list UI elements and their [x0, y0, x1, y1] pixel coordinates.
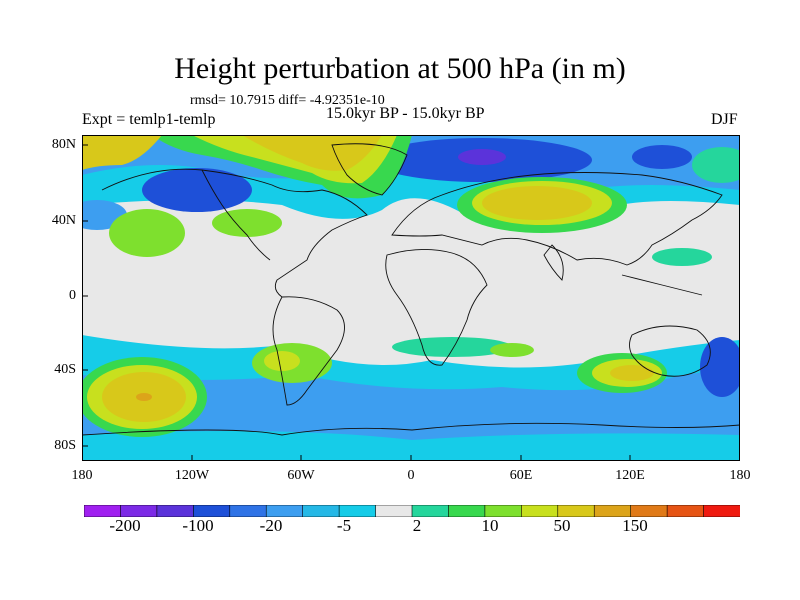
lat-label-0: 0: [69, 288, 76, 303]
colorbar-label: 50: [553, 516, 571, 535]
colorbar-swatch: [666, 505, 705, 517]
lon-label-120e: 120E: [615, 468, 645, 483]
colorbar-label: 150: [622, 516, 648, 535]
colorbar-label: 2: [412, 516, 422, 535]
colorbar-label: -20: [259, 516, 283, 535]
lon-label-60e: 60E: [509, 468, 533, 483]
plot-title: Height perturbation at 500 hPa (in m): [174, 52, 626, 85]
lat-label-40s: 40S: [54, 362, 76, 377]
colorbar-swatch: [703, 505, 740, 517]
colorbar-label: -200: [109, 516, 141, 535]
stats-label: rmsd= 10.7915 diff= -4.92351e-10: [190, 93, 385, 108]
continent-outlines: [82, 143, 740, 436]
experiment-label: Expt = temlp1-temlp: [82, 111, 216, 128]
lon-label-180e: 180: [729, 468, 751, 483]
lon-label-120w: 120W: [174, 468, 210, 483]
period-label: 15.0kyr BP - 15.0kyr BP: [326, 105, 485, 122]
season-label: DJF: [711, 111, 738, 128]
axis-ticks: [82, 144, 631, 461]
lon-label-180w: 180: [71, 468, 93, 483]
lon-label-0: 0: [407, 468, 415, 483]
height-anomaly-field: [82, 135, 740, 461]
colorbar-label: 10: [481, 516, 499, 535]
colorbar-label: -100: [182, 516, 214, 535]
lat-label-40n: 40N: [51, 213, 76, 228]
lat-label-80s: 80S: [54, 438, 76, 453]
colorbar: [84, 505, 740, 517]
lon-label-60w: 60W: [287, 468, 315, 483]
colorbar-label: -5: [336, 516, 352, 535]
map-panel: [82, 135, 740, 461]
lat-label-80n: 80N: [51, 137, 76, 152]
